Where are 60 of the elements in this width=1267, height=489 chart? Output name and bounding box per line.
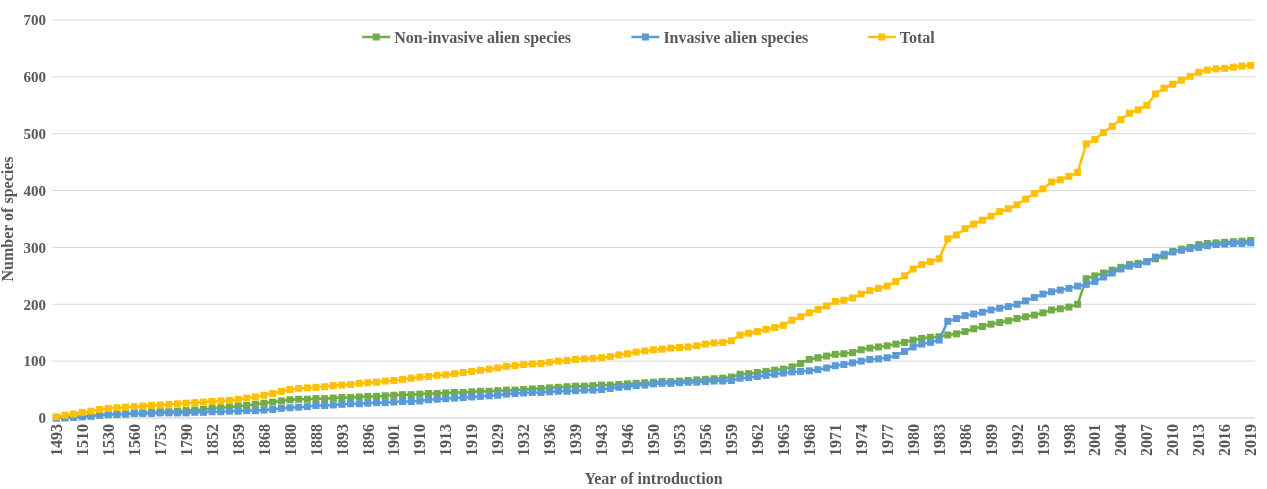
x-tick-label: 1753 <box>151 424 169 456</box>
x-tick-label: 1974 <box>852 424 870 456</box>
y-tick-label: 100 <box>23 353 46 370</box>
y-tick-label: 400 <box>23 182 46 199</box>
x-tick-label: 1919 <box>463 424 481 456</box>
x-tick-label: 1880 <box>281 424 299 456</box>
x-tick-label: 1888 <box>307 424 325 456</box>
x-tick-label: 2004 <box>1112 424 1130 456</box>
x-tick-label: 2013 <box>1190 424 1208 456</box>
x-tick-label: 1936 <box>541 424 559 456</box>
y-tick-label: 600 <box>23 69 46 86</box>
x-tick-label: 1977 <box>878 424 896 456</box>
x-tick-label: 1986 <box>956 424 974 456</box>
x-tick-label: 2010 <box>1164 424 1182 456</box>
x-tick-label: 1989 <box>982 424 1000 456</box>
x-tick-label: 1980 <box>904 424 922 456</box>
x-tick-label: 1968 <box>800 424 818 456</box>
x-tick-label: 1965 <box>774 424 792 456</box>
x-tick-label: 1896 <box>359 424 377 456</box>
x-tick-label: 1995 <box>1034 424 1052 456</box>
x-tick-label: 1943 <box>593 424 611 456</box>
y-axis-title: Number of species <box>0 156 17 282</box>
x-tick-label: 1939 <box>567 424 585 456</box>
x-tick-label: 1790 <box>177 424 195 456</box>
x-tick-label: 1901 <box>385 424 403 456</box>
x-tick-label: 1971 <box>826 424 844 456</box>
x-tick-label: 1932 <box>515 424 533 456</box>
x-tick-label: 1859 <box>229 424 247 456</box>
x-tick-label: 1910 <box>411 424 429 456</box>
x-tick-label: 2016 <box>1216 424 1234 456</box>
x-tick-label: 1510 <box>73 424 91 456</box>
x-tick-label: 1530 <box>99 424 117 456</box>
x-tick-label: 1913 <box>437 424 455 456</box>
x-tick-label: 1950 <box>645 424 663 456</box>
x-tick-label: 2007 <box>1138 424 1156 456</box>
x-tick-label: 1956 <box>697 424 715 456</box>
x-tick-label: 1852 <box>203 424 221 456</box>
x-tick-label: 1959 <box>722 424 740 456</box>
x-tick-label: 1893 <box>333 424 351 456</box>
y-tick-label: 0 <box>38 410 46 427</box>
y-tick-label: 200 <box>23 296 46 313</box>
y-tick-label: 300 <box>23 239 46 256</box>
x-tick-label: 1946 <box>619 424 637 456</box>
x-tick-label: 1929 <box>489 424 507 456</box>
x-tick-label: 1992 <box>1008 424 1026 456</box>
legend-label: Invasive alien species <box>663 28 809 47</box>
x-tick-label: 1953 <box>671 424 689 456</box>
x-tick-label: 1962 <box>748 424 766 456</box>
legend-label: Total <box>899 28 936 46</box>
x-tick-label: 1983 <box>930 424 948 456</box>
legend-label: Non-invasive alien species <box>394 28 572 47</box>
x-tick-label: 1998 <box>1060 424 1078 456</box>
y-tick-label: 700 <box>23 12 46 29</box>
x-axis-title: Year of introduction <box>584 470 723 487</box>
x-tick-label: 1868 <box>255 424 273 456</box>
x-tick-label: 1493 <box>47 424 65 456</box>
x-tick-label: 1560 <box>125 424 143 456</box>
x-tick-label: 2019 <box>1242 424 1260 456</box>
x-tick-label: 2001 <box>1086 424 1104 456</box>
y-tick-label: 500 <box>23 125 46 142</box>
